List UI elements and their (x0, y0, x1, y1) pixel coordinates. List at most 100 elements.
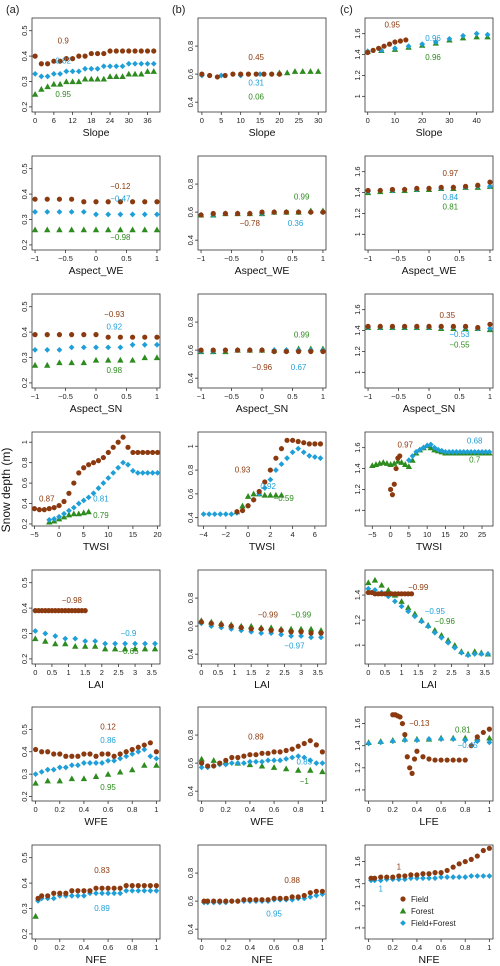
correlation-label: 0.95 (384, 20, 400, 29)
data-point (257, 71, 263, 78)
data-point (129, 334, 136, 340)
data-point (444, 867, 450, 874)
data-point (132, 48, 138, 54)
data-point (105, 344, 112, 351)
data-point (307, 625, 315, 632)
data-point (116, 768, 124, 775)
data-point (486, 448, 493, 455)
data-point (438, 323, 444, 329)
data-point (117, 755, 124, 762)
data-point (113, 63, 120, 70)
data-point (420, 871, 426, 877)
plot-frame (364, 293, 494, 389)
data-point (57, 751, 63, 757)
data-point (487, 325, 493, 332)
y-tick-label: 1.2 (353, 484, 362, 494)
data-point (288, 629, 294, 635)
x-tick-label: 20 (153, 530, 161, 539)
series-field-plus-forest (198, 753, 326, 771)
x-tick-label: 0.2 (388, 943, 398, 952)
data-point (486, 845, 492, 851)
series-field-plus-forest (32, 208, 160, 218)
data-point (87, 888, 93, 894)
data-point (289, 746, 295, 752)
x-tick-label: 10 (236, 116, 244, 125)
data-point (153, 883, 159, 889)
correlation-label: −0.53 (449, 330, 470, 339)
plot-frame (31, 431, 161, 527)
plot-frame (364, 706, 494, 802)
data-point (94, 75, 101, 82)
data-point (391, 481, 397, 487)
data-point (99, 760, 105, 766)
data-point (223, 898, 229, 904)
correlation-label: −0.99 (291, 611, 312, 620)
x-tick-label: 2.5 (446, 668, 456, 677)
y-tick-label: 0.2 (20, 791, 29, 801)
data-point (457, 448, 463, 455)
correlation-label: 0.82 (55, 57, 71, 66)
data-point (402, 186, 408, 193)
x-tick-label: 0.6 (269, 805, 279, 814)
data-point (65, 511, 73, 518)
panel-b-twsi: 0.4 0.6 0.8 1 −4 −2 0 2 4 6 TWSI 0.93 0.92 −0.59 (186, 431, 327, 553)
data-point (56, 513, 62, 520)
x-tick-label: 0 (33, 116, 37, 125)
legend-item-field-plus-forest: Field+Forest (400, 919, 456, 928)
series-forest (31, 354, 161, 368)
x-axis-label: NFE (86, 954, 107, 966)
data-point (468, 743, 474, 749)
legend-label: Field (411, 895, 428, 904)
data-point (211, 511, 218, 518)
data-point (405, 457, 412, 464)
data-point (282, 765, 290, 772)
data-point (431, 629, 438, 636)
x-tick-label: 0 (200, 116, 204, 125)
data-point (144, 60, 151, 67)
data-point (235, 898, 241, 904)
x-tick-label: 1 (320, 805, 324, 814)
data-point (462, 183, 469, 189)
data-point (273, 467, 279, 473)
data-point (31, 506, 38, 512)
data-point (80, 226, 88, 233)
data-point (278, 627, 284, 633)
data-point (144, 48, 151, 54)
series-forest (276, 68, 322, 76)
series-field-plus-forest (32, 60, 157, 80)
y-tick-label: 0.8 (186, 593, 195, 603)
y-tick-label: 0.4 (186, 373, 195, 383)
data-point (307, 766, 314, 773)
y-tick-label: 0.8 (186, 41, 195, 51)
x-tick-label: 0.4 (79, 805, 89, 814)
correlation-label: −1 (300, 777, 310, 786)
y-tick-label: 0.4 (186, 235, 195, 245)
y-tick-label: 1.6 (353, 28, 362, 38)
data-point (152, 640, 158, 647)
x-tick-label: 0 (366, 116, 370, 125)
x-tick-label: −0.5 (224, 392, 239, 401)
x-tick-label: 6 (313, 530, 317, 539)
x-tick-label: −0.5 (391, 392, 406, 401)
x-tick-label: 25 (295, 116, 303, 125)
data-point (446, 448, 453, 455)
legend: Field Forest Field+Forest (399, 895, 456, 928)
data-point (283, 348, 289, 355)
correlation-label: 0.98 (106, 366, 122, 375)
data-point (111, 645, 119, 652)
x-tick-label: −0.5 (224, 254, 239, 263)
data-point (300, 449, 307, 456)
data-point (50, 80, 58, 87)
data-point (44, 83, 51, 90)
correlation-label: 0.88 (284, 876, 300, 885)
correlation-label: −0.59 (274, 494, 295, 503)
data-point (138, 48, 144, 54)
series-field (365, 321, 493, 331)
y-tick-label: 1.6 (353, 304, 362, 314)
x-tick-label: 0.4 (412, 943, 422, 952)
data-point (135, 748, 142, 755)
x-tick-label: 4 (291, 530, 295, 539)
data-point (427, 441, 434, 448)
data-point (426, 875, 432, 882)
data-point (398, 603, 405, 610)
